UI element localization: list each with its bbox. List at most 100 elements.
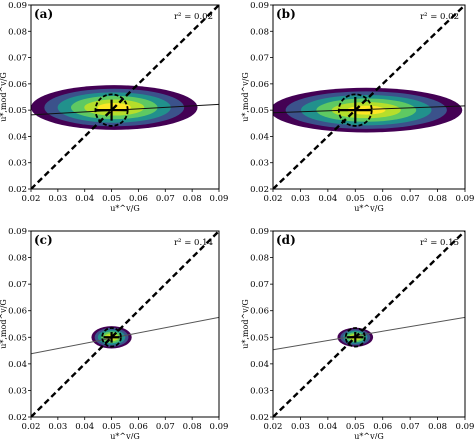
one-to-one-line [31, 231, 219, 417]
plot-area [273, 231, 465, 417]
x-tick-label: 0.07 [156, 422, 175, 432]
x-tick-label: 0.05 [102, 194, 121, 204]
x-tick-label: 0.08 [183, 194, 202, 204]
y-tick-label: 0.04 [8, 132, 27, 142]
x-tick-label: 0.03 [291, 422, 310, 432]
y-tick-label: 0.09 [250, 1, 269, 11]
y-tick-label: 0.03 [250, 159, 269, 169]
y-tick-label: 0.09 [250, 227, 269, 237]
x-tick-label: 0.02 [22, 194, 41, 204]
y-tick-label: 0.03 [250, 386, 269, 396]
plot-area [31, 231, 219, 417]
x-tick-label: 0.05 [346, 194, 365, 204]
one-to-one-line [31, 5, 219, 189]
x-tick-label: 0.02 [22, 422, 41, 432]
y-tick-label: 0.02 [250, 185, 269, 195]
y-tick-label: 0.07 [250, 280, 269, 290]
x-tick-label: 0.02 [264, 194, 283, 204]
r2-annotation: r² = 0.02 [174, 12, 213, 22]
y-tick-label: 0.08 [250, 254, 269, 264]
y-tick-label: 0.04 [250, 360, 269, 370]
x-tick-label: 0.04 [75, 194, 94, 204]
y-tick-label: 0.06 [250, 307, 269, 317]
panel-letter: (d) [276, 233, 296, 247]
y-axis-label: u*,mod^v/G [0, 299, 8, 349]
r2-annotation: r² = 0.02 [420, 12, 459, 22]
panel-letter: (a) [34, 7, 53, 21]
x-tick-label: 0.04 [318, 422, 337, 432]
x-axis-label: u*^v/G [354, 432, 383, 439]
fit-line [31, 316, 219, 355]
x-tick-label: 0.03 [48, 194, 67, 204]
x-tick-label: 0.08 [428, 422, 447, 432]
y-tick-label: 0.03 [8, 159, 27, 169]
y-axis-label: u*,mod^v/G [241, 299, 250, 349]
panel-letter: (c) [34, 233, 53, 247]
x-axis-label: u*^v/G [110, 432, 139, 439]
x-tick-label: 0.03 [48, 422, 67, 432]
y-tick-label: 0.07 [250, 54, 269, 64]
panel-1: 0.02 0.03 0.04 0.05 0.06 0.07 0.08 0.09 0.02 0.03… [0, 1, 228, 213]
mean-circle [344, 327, 366, 348]
y-tick-label: 0.03 [8, 386, 27, 396]
x-tick-label: 0.03 [291, 194, 310, 204]
y-tick-label: 0.09 [8, 1, 27, 11]
one-to-one-line [273, 5, 465, 189]
y-tick-label: 0.06 [8, 307, 27, 317]
x-tick-label: 0.06 [129, 422, 148, 432]
x-tick-label: 0.04 [318, 194, 337, 204]
panel-3: 0.02 0.03 0.04 0.05 0.06 0.07 0.08 0.09 0.02 0.03… [0, 227, 228, 439]
y-tick-label: 0.09 [8, 227, 27, 237]
panel-letter: (b) [276, 7, 296, 21]
r2-annotation: r² = 0.14 [174, 238, 213, 248]
x-tick-label: 0.09 [210, 422, 229, 432]
x-tick-label: 0.04 [75, 422, 94, 432]
y-tick-label: 0.05 [250, 106, 269, 116]
y-tick-label: 0.02 [250, 413, 269, 423]
x-tick-label: 0.09 [456, 422, 474, 432]
plot-frame [30, 4, 220, 190]
x-axis-label: u*^v/G [110, 204, 139, 213]
x-tick-label: 0.06 [373, 194, 392, 204]
x-tick-label: 0.09 [456, 194, 474, 204]
x-axis-label: u*^v/G [354, 204, 383, 213]
y-tick-label: 0.05 [250, 333, 269, 343]
y-tick-label: 0.04 [250, 132, 269, 142]
y-tick-label: 0.02 [8, 413, 27, 423]
fit-line [273, 316, 465, 351]
r2-annotation: r² = 0.15 [420, 238, 459, 248]
x-tick-label: 0.09 [210, 194, 229, 204]
x-tick-label: 0.08 [428, 194, 447, 204]
plot-frame [272, 4, 466, 190]
x-tick-label: 0.07 [401, 422, 420, 432]
y-tick-label: 0.08 [8, 254, 27, 264]
plot-area [273, 5, 465, 189]
x-tick-label: 0.05 [102, 422, 121, 432]
panel-2: 0.02 0.03 0.04 0.05 0.06 0.07 0.08 0.09 0.02 0.03… [241, 1, 474, 213]
y-tick-label: 0.07 [8, 280, 27, 290]
y-axis-label: u*,mod^v/G [0, 72, 8, 122]
panel-4: 0.02 0.03 0.04 0.05 0.06 0.07 0.08 0.09 0.02 0.03… [241, 227, 474, 439]
plot-area [31, 5, 219, 189]
y-tick-label: 0.08 [250, 27, 269, 37]
x-tick-label: 0.05 [346, 422, 365, 432]
y-tick-label: 0.05 [8, 106, 27, 116]
plot-frame [272, 230, 466, 418]
y-tick-label: 0.05 [8, 333, 27, 343]
x-tick-label: 0.02 [264, 422, 283, 432]
y-axis-label: u*,mod^v/G [241, 72, 250, 122]
x-tick-label: 0.07 [401, 194, 420, 204]
x-tick-label: 0.06 [129, 194, 148, 204]
y-tick-label: 0.06 [8, 80, 27, 90]
one-to-one-line [273, 231, 465, 417]
x-tick-label: 0.07 [156, 194, 175, 204]
y-tick-label: 0.02 [8, 185, 27, 195]
plot-frame [30, 230, 220, 418]
x-tick-label: 0.08 [183, 422, 202, 432]
y-tick-label: 0.07 [8, 54, 27, 64]
mean-circle [101, 327, 122, 348]
x-tick-label: 0.06 [373, 422, 392, 432]
y-tick-label: 0.08 [8, 27, 27, 37]
y-tick-label: 0.04 [8, 360, 27, 370]
